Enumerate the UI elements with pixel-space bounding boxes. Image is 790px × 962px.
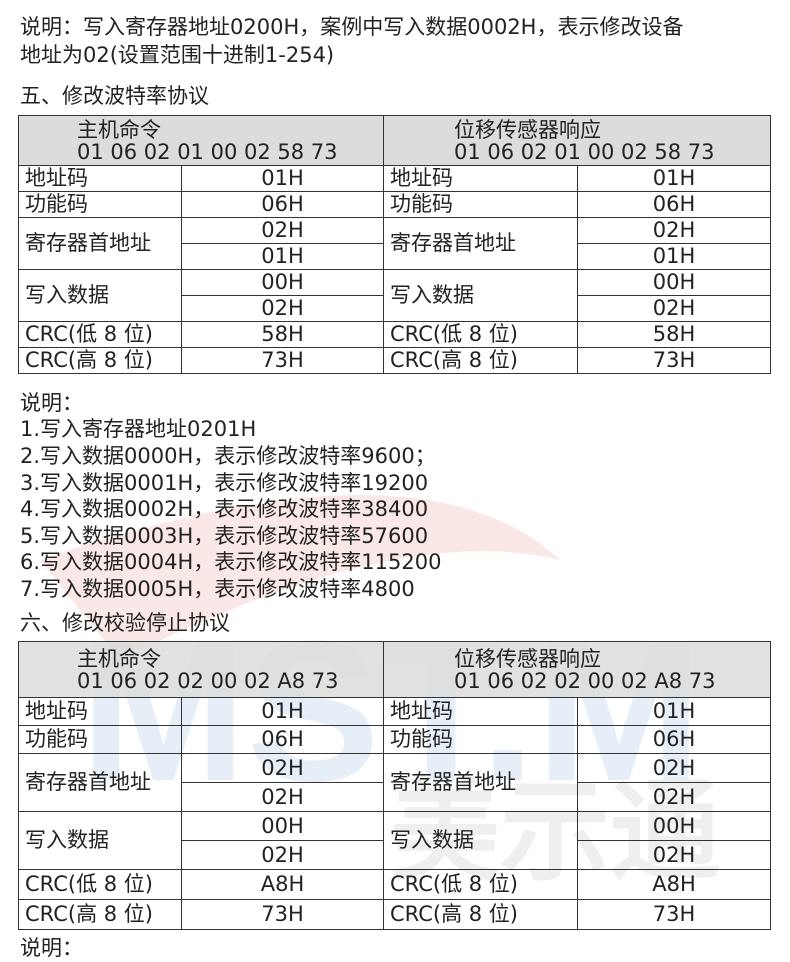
table-row: 功能码 06H 功能码 06H xyxy=(18,725,772,754)
sensor-response-header: 位移传感器响应 01 06 02 02 00 02 A8 73 xyxy=(383,641,772,698)
note-line: 3.写入数据0001H，表示修改波特率19200 xyxy=(20,471,429,495)
note-line: 4.写入数据0002H，表示修改波特率38400 xyxy=(20,497,429,521)
intro-line-1: 说明：写入寄存器地址0200H，案例中写入数据0002H，表示修改设备 xyxy=(20,15,684,39)
note-line: 1.写入寄存器地址0201H xyxy=(20,417,257,441)
host-command-header: 主机命令 01 06 02 02 00 02 A8 73 xyxy=(17,641,385,698)
section5-title: 五、修改波特率协议 xyxy=(20,84,209,108)
table-row: 寄存器首地址 02H 寄存器首地址 02H xyxy=(18,753,772,812)
intro-line-2: 地址为02(设置范围十进制1-254) xyxy=(20,43,335,67)
table-row: 地址码 01H 地址码 01H xyxy=(18,697,772,726)
note-line: 2.写入数据0000H，表示修改波特率9600； xyxy=(20,444,436,468)
baud-rate-protocol-table: 主机命令 01 06 02 01 00 02 58 73 位移传感器响应 01 06… xyxy=(17,115,772,374)
note-line: 说明： xyxy=(20,391,83,415)
sensor-response-header: 位移传感器响应 01 06 02 01 00 02 58 73 xyxy=(383,115,772,166)
parity-stop-protocol-table: 主机命令 01 06 02 02 00 02 A8 73 位移传感器响应 01 06… xyxy=(17,641,772,930)
note-line: 说明： xyxy=(20,936,83,960)
table-row: 寄存器首地址 02H 寄存器首地址 02H xyxy=(18,217,772,270)
table-row: 01H 01H xyxy=(19,243,772,270)
table-row: CRC(高 8 位) 73H CRC(高 8 位) 73H xyxy=(18,899,772,930)
note-line: 6.写入数据0004H，表示修改波特率115200 xyxy=(20,550,442,574)
table-row: CRC(低 8 位) 58H CRC(低 8 位) 58H xyxy=(18,321,772,348)
table-row: 写入数据 00H 写入数据 00H xyxy=(18,811,772,870)
host-command-header: 主机命令 01 06 02 01 00 02 58 73 xyxy=(17,115,385,166)
section6-title: 六、修改校验停止协议 xyxy=(20,611,230,635)
note-line: 5.写入数据0003H，表示修改波特率57600 xyxy=(20,524,429,548)
table-row: CRC(高 8 位) 73H CRC(高 8 位) 73H xyxy=(18,347,772,374)
note-line: 7.写入数据0005H，表示修改波特率4800 xyxy=(20,577,415,601)
table-row: 02H 02H xyxy=(19,840,772,870)
table-row: 地址码 01H 地址码 01H xyxy=(18,165,772,192)
table-row: 写入数据 00H 写入数据 00H xyxy=(18,269,772,322)
table-row: CRC(低 8 位) A8H CRC(低 8 位) A8H xyxy=(18,869,772,900)
table-row: 功能码 06H 功能码 06H xyxy=(18,191,772,218)
